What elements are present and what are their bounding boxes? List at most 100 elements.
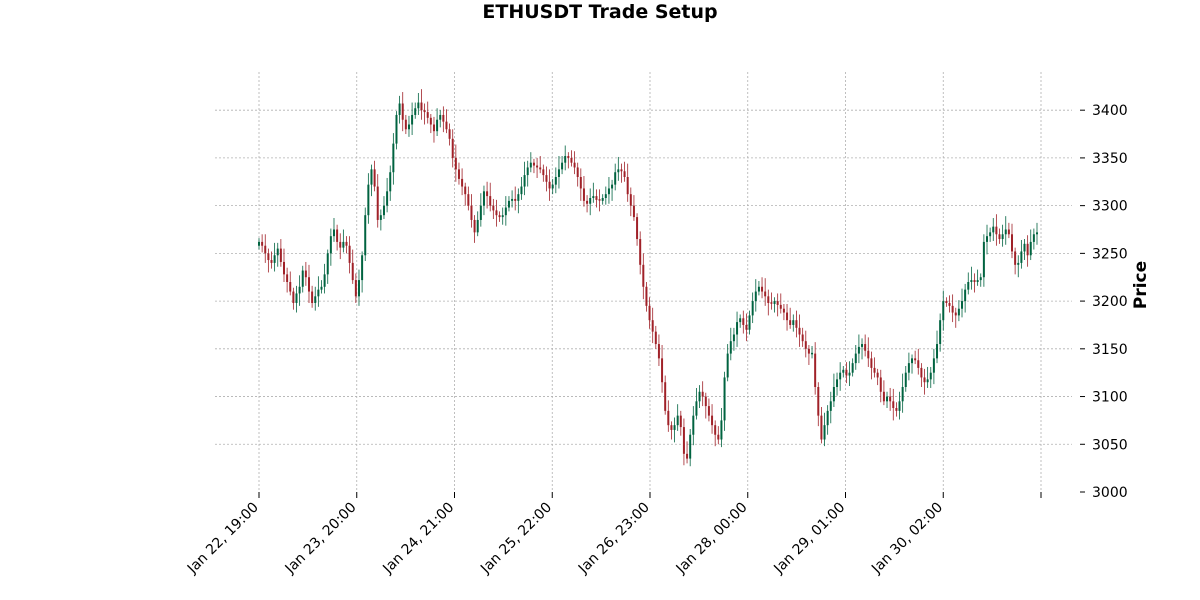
candle-body bbox=[773, 301, 776, 304]
candle-body bbox=[736, 322, 739, 335]
candle-down bbox=[470, 194, 473, 228]
candle-down bbox=[442, 106, 445, 133]
candle-up bbox=[823, 412, 826, 447]
candle-body bbox=[307, 277, 310, 292]
candle-body bbox=[698, 391, 701, 402]
candle-down bbox=[682, 418, 685, 466]
candle-down bbox=[798, 314, 801, 347]
candle-body bbox=[895, 408, 898, 411]
candle-body bbox=[632, 205, 635, 218]
candle-down bbox=[489, 182, 492, 212]
candle-down bbox=[426, 101, 429, 124]
candle-down bbox=[576, 162, 579, 187]
candle-down bbox=[536, 157, 539, 178]
candle-body bbox=[614, 172, 617, 185]
candle-down bbox=[882, 380, 885, 406]
candle-down bbox=[279, 239, 282, 267]
candle-down bbox=[795, 310, 798, 338]
candle-down bbox=[632, 195, 635, 221]
candle-up bbox=[551, 178, 554, 195]
candle-body bbox=[851, 363, 854, 373]
candle-down bbox=[761, 277, 764, 299]
candle-down bbox=[267, 248, 270, 273]
candle-body bbox=[404, 119, 407, 130]
candle-body bbox=[501, 215, 504, 218]
candle-down bbox=[714, 420, 717, 447]
y-tick-label: 3350 bbox=[1092, 151, 1128, 167]
candle-down bbox=[804, 330, 807, 358]
candle-body bbox=[1032, 234, 1035, 242]
candle-down bbox=[514, 186, 517, 211]
y-tick-label: 3000 bbox=[1092, 485, 1128, 501]
candle-body bbox=[886, 396, 889, 402]
candle-body bbox=[454, 157, 457, 170]
y-tick-label: 3150 bbox=[1092, 342, 1128, 358]
candle-body bbox=[289, 282, 292, 292]
candle-body bbox=[536, 165, 539, 168]
candle-down bbox=[870, 351, 873, 380]
candle-body bbox=[986, 236, 989, 242]
candle-body bbox=[364, 215, 367, 256]
candle-up bbox=[1004, 216, 1007, 245]
candle-down bbox=[545, 166, 548, 192]
candle-body bbox=[720, 420, 723, 440]
candle-body bbox=[817, 387, 820, 416]
candle-body bbox=[598, 199, 601, 201]
candle-body bbox=[295, 293, 298, 303]
candle-body bbox=[948, 303, 951, 306]
x-tick-label: Jan 30, 02:00 bbox=[868, 500, 946, 578]
candle-body bbox=[857, 346, 860, 354]
candle-body bbox=[520, 186, 523, 195]
candle-up bbox=[739, 314, 742, 328]
candle-up bbox=[939, 313, 942, 352]
candle-body bbox=[979, 277, 982, 281]
candle-body bbox=[923, 377, 926, 383]
candle-body bbox=[829, 401, 832, 411]
candle-up bbox=[382, 196, 385, 219]
candle-body bbox=[682, 427, 685, 454]
candle-body bbox=[517, 194, 520, 201]
candle-down bbox=[595, 189, 598, 208]
candle-down bbox=[679, 410, 682, 436]
candle-down bbox=[548, 169, 551, 201]
candle-up bbox=[320, 280, 323, 294]
candle-body bbox=[407, 124, 410, 130]
candle-body bbox=[361, 255, 364, 281]
candle-body bbox=[657, 344, 660, 359]
candle-up bbox=[379, 209, 382, 231]
candle-down bbox=[451, 129, 454, 168]
candle-body bbox=[548, 181, 551, 189]
candle-body bbox=[448, 129, 451, 139]
candle-down bbox=[473, 215, 476, 243]
candle-body bbox=[607, 188, 610, 195]
candle-body bbox=[498, 215, 501, 218]
candle-down bbox=[532, 158, 535, 174]
candle-body bbox=[348, 245, 351, 263]
candle-down bbox=[779, 293, 782, 314]
candle-up bbox=[561, 156, 564, 175]
candle-body bbox=[279, 248, 282, 262]
candle-up bbox=[936, 330, 939, 364]
candle-body bbox=[1036, 232, 1038, 235]
candle-body bbox=[273, 255, 276, 263]
candle-up bbox=[754, 279, 757, 312]
candle-body bbox=[754, 291, 757, 302]
candle-body bbox=[1001, 234, 1004, 240]
candle-up bbox=[1036, 222, 1038, 245]
candle-down bbox=[664, 375, 667, 415]
candle-body bbox=[695, 401, 698, 416]
candle-down bbox=[711, 404, 714, 434]
candle-down bbox=[570, 150, 573, 167]
candle-down bbox=[642, 253, 645, 300]
candle-down bbox=[432, 116, 435, 143]
candle-down bbox=[626, 163, 629, 202]
candle-down bbox=[651, 307, 654, 344]
candle-body bbox=[964, 289, 967, 302]
candle-body bbox=[889, 396, 892, 402]
candle-up bbox=[417, 93, 420, 115]
candle-down bbox=[704, 392, 707, 419]
candle-body bbox=[329, 236, 332, 254]
candle-down bbox=[376, 174, 379, 228]
candle-body bbox=[667, 410, 670, 426]
candle-body bbox=[476, 219, 479, 233]
